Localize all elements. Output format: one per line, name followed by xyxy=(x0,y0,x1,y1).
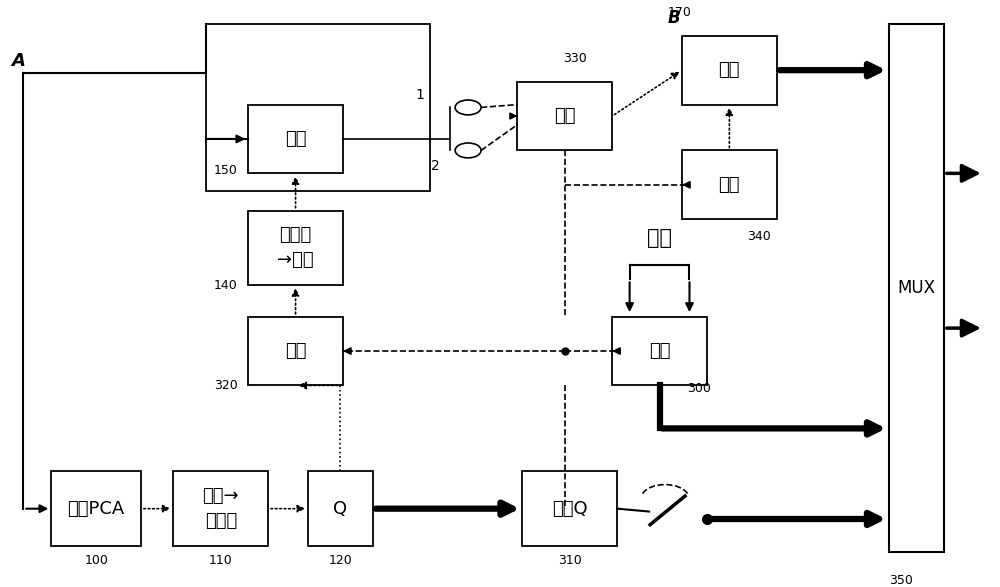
Text: 170: 170 xyxy=(668,6,691,19)
Text: 插值: 插值 xyxy=(285,342,306,360)
Text: 分析PCA: 分析PCA xyxy=(68,500,125,518)
Text: 340: 340 xyxy=(747,230,771,243)
Bar xyxy=(682,36,777,104)
Text: 2: 2 xyxy=(431,159,440,173)
Text: 350: 350 xyxy=(889,574,913,587)
Bar xyxy=(248,316,343,386)
Text: 矩阵→: 矩阵→ xyxy=(202,487,239,505)
Text: 110: 110 xyxy=(209,554,233,567)
Bar xyxy=(517,82,612,150)
Text: 320: 320 xyxy=(214,379,238,392)
Text: B: B xyxy=(668,9,680,27)
Bar xyxy=(682,150,777,219)
Text: 300: 300 xyxy=(688,382,711,395)
Text: 120: 120 xyxy=(329,554,352,567)
Text: 330: 330 xyxy=(563,52,587,65)
Text: 分配: 分配 xyxy=(719,176,740,194)
Bar xyxy=(173,471,268,546)
Text: 选择: 选择 xyxy=(554,107,576,125)
Bar xyxy=(612,316,707,386)
Bar xyxy=(248,211,343,285)
Text: Q: Q xyxy=(333,500,348,518)
Text: 复用Q: 复用Q xyxy=(552,500,588,518)
Bar xyxy=(308,471,373,546)
Bar xyxy=(51,471,141,546)
Bar xyxy=(522,471,617,546)
Text: →矩阵: →矩阵 xyxy=(277,251,314,269)
Text: 激活: 激活 xyxy=(649,342,670,360)
Text: 310: 310 xyxy=(558,554,582,567)
Text: 1: 1 xyxy=(416,87,425,102)
Text: MUX: MUX xyxy=(897,279,935,297)
Text: 标准: 标准 xyxy=(647,228,672,248)
Text: 四元数: 四元数 xyxy=(279,226,312,244)
Bar xyxy=(248,104,343,173)
Text: 变换: 变换 xyxy=(285,130,306,148)
Text: 100: 100 xyxy=(84,554,108,567)
Text: 140: 140 xyxy=(214,279,238,292)
Text: 编码: 编码 xyxy=(719,61,740,79)
Text: 150: 150 xyxy=(214,164,238,177)
Bar xyxy=(206,24,430,191)
Bar xyxy=(889,24,944,552)
Text: A: A xyxy=(11,52,25,70)
Text: 四元数: 四元数 xyxy=(205,512,237,530)
